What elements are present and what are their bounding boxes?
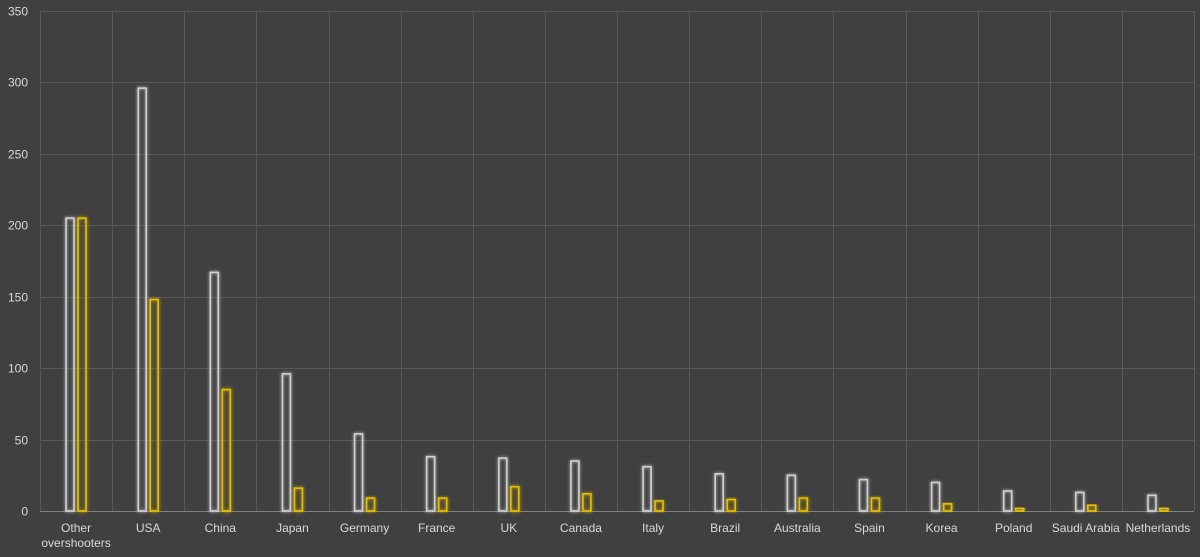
x-tick-label: Spain (854, 521, 885, 535)
x-tick-label: USA (136, 521, 161, 535)
bar-series-1 (353, 433, 364, 512)
x-tick-label: Australia (774, 521, 821, 535)
bar-series-2 (870, 497, 881, 512)
bar-series-2 (1159, 507, 1169, 512)
bar-series-2 (726, 498, 736, 512)
bar-series-1 (858, 478, 869, 512)
bar-series-1 (930, 481, 941, 512)
bar-series-2 (149, 298, 159, 512)
bar-series-1 (642, 465, 652, 512)
bar-series-1 (1002, 490, 1013, 512)
bar-series-1 (1075, 491, 1085, 512)
x-tick-label: Japan (276, 521, 309, 535)
bar-series-1 (65, 217, 75, 512)
bar-series-1 (570, 460, 580, 512)
x-tick-label: France (418, 521, 456, 535)
bar-series-2 (365, 497, 376, 512)
bar-series-2 (510, 485, 520, 512)
y-tick-label: 100 (8, 362, 28, 376)
bar-series-2 (798, 497, 809, 512)
x-tick-label: Korea (926, 521, 958, 535)
bar-series-1 (425, 455, 436, 512)
bar-series-2 (221, 388, 232, 512)
x-tick-label: Poland (995, 521, 1032, 535)
y-tick-label: 0 (21, 505, 28, 519)
x-axis-ticks: Other overshooters USA China Japan Germany Fra… (41, 521, 1190, 550)
bar-series-2 (1087, 504, 1097, 512)
bar-series-1 (714, 473, 724, 512)
bar-series-2 (942, 503, 953, 512)
bar-series-1 (786, 474, 797, 512)
y-tick-label: 350 (8, 5, 28, 19)
x-tick-label: Brazil (710, 521, 740, 535)
x-tick-label: Germany (340, 521, 389, 535)
y-axis-ticks: 0 50 100 150 200 250 300 350 (8, 5, 28, 519)
x-tick-label: Other overshooters (41, 521, 110, 550)
x-tick-label: Netherlands (1126, 521, 1191, 535)
bar-series-1 (498, 457, 508, 512)
bar-series-2 (1014, 507, 1025, 512)
bar-series-1 (137, 87, 147, 512)
x-tick-label: China (205, 521, 237, 535)
x-tick-label: Canada (560, 521, 602, 535)
bar-series-2 (77, 217, 87, 512)
x-tick-label: Italy (642, 521, 664, 535)
y-tick-label: 150 (8, 291, 28, 305)
y-tick-label: 50 (15, 434, 29, 448)
bar-series-2 (437, 497, 448, 512)
bar-series-1 (209, 271, 220, 512)
bar-series-2 (293, 487, 304, 512)
y-tick-label: 200 (8, 219, 28, 233)
x-tick-label: UK (500, 521, 517, 535)
bar-series-2 (654, 500, 664, 512)
x-tick-label: Saudi Arabia (1052, 521, 1120, 535)
y-tick-label: 300 (8, 76, 28, 90)
bars (65, 87, 1169, 512)
bar-series-2 (582, 493, 592, 512)
y-tick-label: 250 (8, 148, 28, 162)
gridlines (40, 11, 1195, 512)
bar-series-1 (1147, 494, 1157, 512)
bar-series-1 (281, 373, 292, 512)
